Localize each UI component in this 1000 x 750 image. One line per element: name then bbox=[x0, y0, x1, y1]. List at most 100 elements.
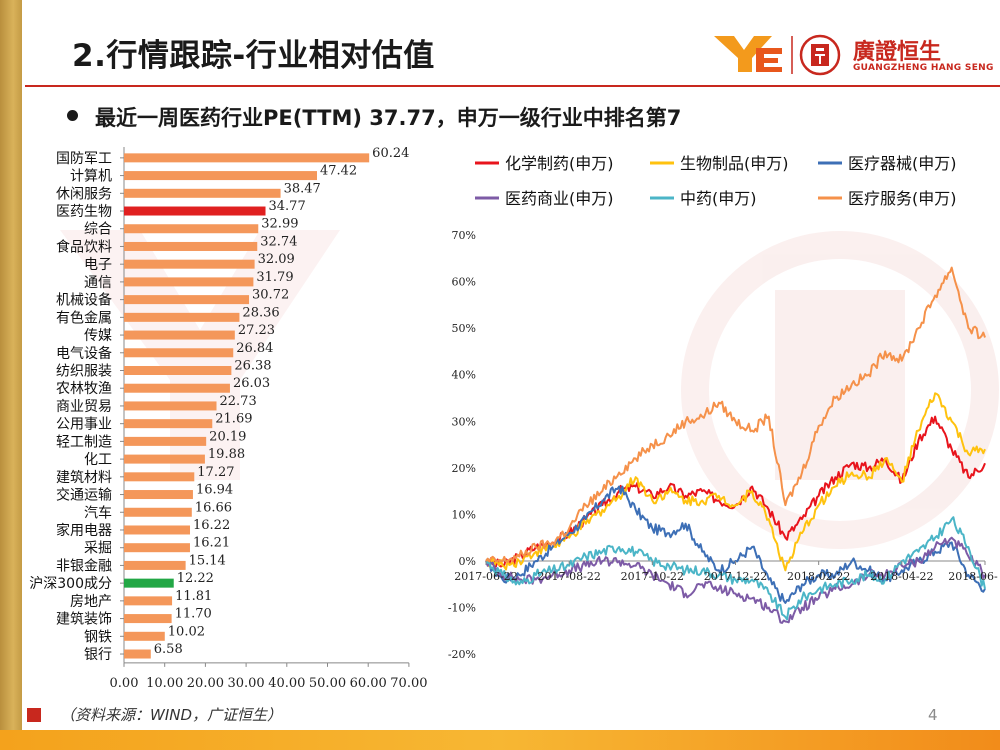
bar-value-label: 32.74 bbox=[260, 234, 297, 249]
bar-value-label: 47.42 bbox=[320, 164, 357, 179]
bar-value-label: 30.72 bbox=[252, 288, 289, 303]
bar-category-label: 食品饮料 bbox=[56, 238, 112, 255]
bar-value-label: 21.69 bbox=[215, 412, 252, 427]
line-y-tick-label: 10% bbox=[452, 508, 476, 521]
bar-22 bbox=[124, 543, 190, 553]
watermark-seal-icon bbox=[681, 231, 999, 549]
bar-5 bbox=[124, 241, 258, 251]
bar-category-label: 计算机 bbox=[70, 169, 112, 185]
bar-category-label: 建筑材料 bbox=[56, 470, 112, 486]
bar-category-label: 公用事业 bbox=[56, 417, 112, 433]
bar-value-label: 19.88 bbox=[208, 447, 245, 462]
bar-11 bbox=[124, 348, 234, 358]
legend-entry: 医疗服务(申万) bbox=[848, 189, 957, 208]
bar-category-label: 通信 bbox=[84, 275, 112, 291]
bar-19 bbox=[124, 490, 193, 500]
bar-x-tick-label: 30.00 bbox=[227, 676, 264, 691]
bar-category-label: 建筑装饰 bbox=[56, 612, 112, 628]
logo-chinese-name: 廣證恒生 bbox=[853, 40, 942, 65]
bar-x-tick-label: 50.00 bbox=[309, 676, 346, 691]
bar-value-label: 20.19 bbox=[209, 429, 246, 444]
line-y-tick-label: 20% bbox=[452, 462, 476, 475]
bar-1 bbox=[124, 171, 317, 181]
source-marker-icon bbox=[27, 708, 41, 722]
bar-value-label: 12.22 bbox=[177, 571, 214, 586]
line-series-3 bbox=[485, 536, 986, 624]
line-y-tick-label: 50% bbox=[452, 322, 476, 335]
bar-6 bbox=[124, 259, 255, 269]
bar-category-label: 电子 bbox=[84, 257, 112, 273]
bar-value-label: 28.36 bbox=[242, 305, 279, 320]
bar-category-label: 综合 bbox=[84, 222, 112, 238]
bar-8 bbox=[124, 295, 250, 305]
bar-23 bbox=[124, 560, 186, 570]
bar-value-label: 6.58 bbox=[154, 642, 183, 657]
bar-category-label: 国防军工 bbox=[56, 151, 112, 167]
bar-x-tick-label: 0.00 bbox=[110, 676, 139, 691]
line-y-tick-label: 40% bbox=[452, 369, 476, 382]
company-logo bbox=[714, 34, 841, 76]
legend-entry: 化学制药(申万) bbox=[505, 154, 614, 173]
bar-value-label: 31.79 bbox=[256, 270, 293, 285]
medical-index-line-chart: 化学制药(申万) 生物制品(申万) 医疗器械(申万) 医药商业(申万) 中药(申万) 医疗… bbox=[448, 154, 998, 661]
bar-x-tick-label: 60.00 bbox=[350, 676, 387, 691]
line-x-tick-label: 2017-12-22 bbox=[704, 570, 767, 583]
bar-17 bbox=[124, 454, 205, 464]
bar-value-label: 38.47 bbox=[284, 181, 321, 196]
bar-9 bbox=[124, 312, 240, 322]
bar-category-label: 房地产 bbox=[70, 594, 112, 610]
bar-value-label: 16.94 bbox=[196, 483, 233, 498]
bar-value-label: 34.77 bbox=[269, 199, 306, 214]
legend-entry: 生物制品(申万) bbox=[680, 154, 789, 173]
bar-27 bbox=[124, 631, 165, 641]
bar-value-label: 10.02 bbox=[168, 624, 205, 639]
bar-0 bbox=[124, 153, 370, 163]
bar-category-label: 银行 bbox=[84, 647, 112, 663]
line-x-tick-label: 2018-02-22 bbox=[787, 570, 850, 583]
line-y-tick-label: -10% bbox=[448, 602, 476, 615]
bar-value-label: 16.22 bbox=[193, 518, 230, 533]
bar-category-label: 化工 bbox=[84, 452, 112, 468]
bar-value-label: 26.38 bbox=[234, 359, 271, 374]
bar-category-label: 农林牧渔 bbox=[56, 381, 112, 397]
headline-text: 最近一周医药行业PE(TTM) 37.77，申万一级行业中排名第7 bbox=[95, 106, 682, 130]
bar-x-tick-label: 20.00 bbox=[187, 676, 224, 691]
legend-entry: 医疗器械(申万) bbox=[848, 154, 957, 173]
bar-x-tick-label: 40.00 bbox=[268, 676, 305, 691]
bar-category-label: 汽车 bbox=[84, 504, 112, 521]
line-y-tick-label: 30% bbox=[452, 415, 476, 428]
bullet-dot-icon bbox=[67, 110, 78, 121]
bar-value-label: 16.21 bbox=[193, 536, 230, 551]
bar-value-label: 11.70 bbox=[175, 607, 212, 622]
seal-logo-icon bbox=[799, 34, 841, 76]
bar-value-label: 17.27 bbox=[197, 465, 234, 480]
page-number: 4 bbox=[928, 706, 938, 724]
bar-category-label: 医药生物 bbox=[56, 204, 112, 220]
line-series-1 bbox=[485, 392, 986, 572]
bar-18 bbox=[124, 472, 195, 482]
bottom-decorative-bar bbox=[0, 730, 1000, 750]
bar-value-label: 26.84 bbox=[236, 341, 273, 356]
line-x-tick-label: 2017-08-22 bbox=[537, 570, 600, 583]
bar-value-label: 26.03 bbox=[233, 376, 270, 391]
bar-category-label: 沪深300成分 bbox=[29, 576, 112, 592]
legend-entry: 医药商业(申万) bbox=[505, 189, 614, 208]
line-y-tick-label: -20% bbox=[448, 648, 476, 661]
logo-english-name: GUANGZHENG HANG SENG bbox=[853, 63, 994, 73]
bar-value-label: 22.73 bbox=[220, 394, 257, 409]
bar-10 bbox=[124, 330, 235, 340]
bar-x-tick-label: 10.00 bbox=[146, 676, 183, 691]
bar-category-label: 有色金属 bbox=[56, 309, 112, 326]
page-title: 2.行情跟踪-行业相对估值 bbox=[72, 38, 435, 74]
bar-category-label: 休闲服务 bbox=[56, 186, 112, 202]
bar-category-label: 家用电器 bbox=[56, 522, 112, 539]
bar-21 bbox=[124, 525, 191, 535]
bar-26 bbox=[124, 614, 172, 624]
bar-24 bbox=[124, 578, 174, 588]
line-series-5 bbox=[485, 266, 986, 564]
industry-pe-bar-chart: 国防军工 60.24 计算机 47.42 休闲服务 38.47 医药生物 34.77 综合 32.… bbox=[29, 146, 427, 691]
line-x-tick-label: 2017-10-22 bbox=[621, 570, 684, 583]
bar-category-label: 钢铁 bbox=[84, 629, 112, 645]
bar-20 bbox=[124, 507, 192, 517]
bar-category-label: 商业贸易 bbox=[56, 399, 112, 415]
